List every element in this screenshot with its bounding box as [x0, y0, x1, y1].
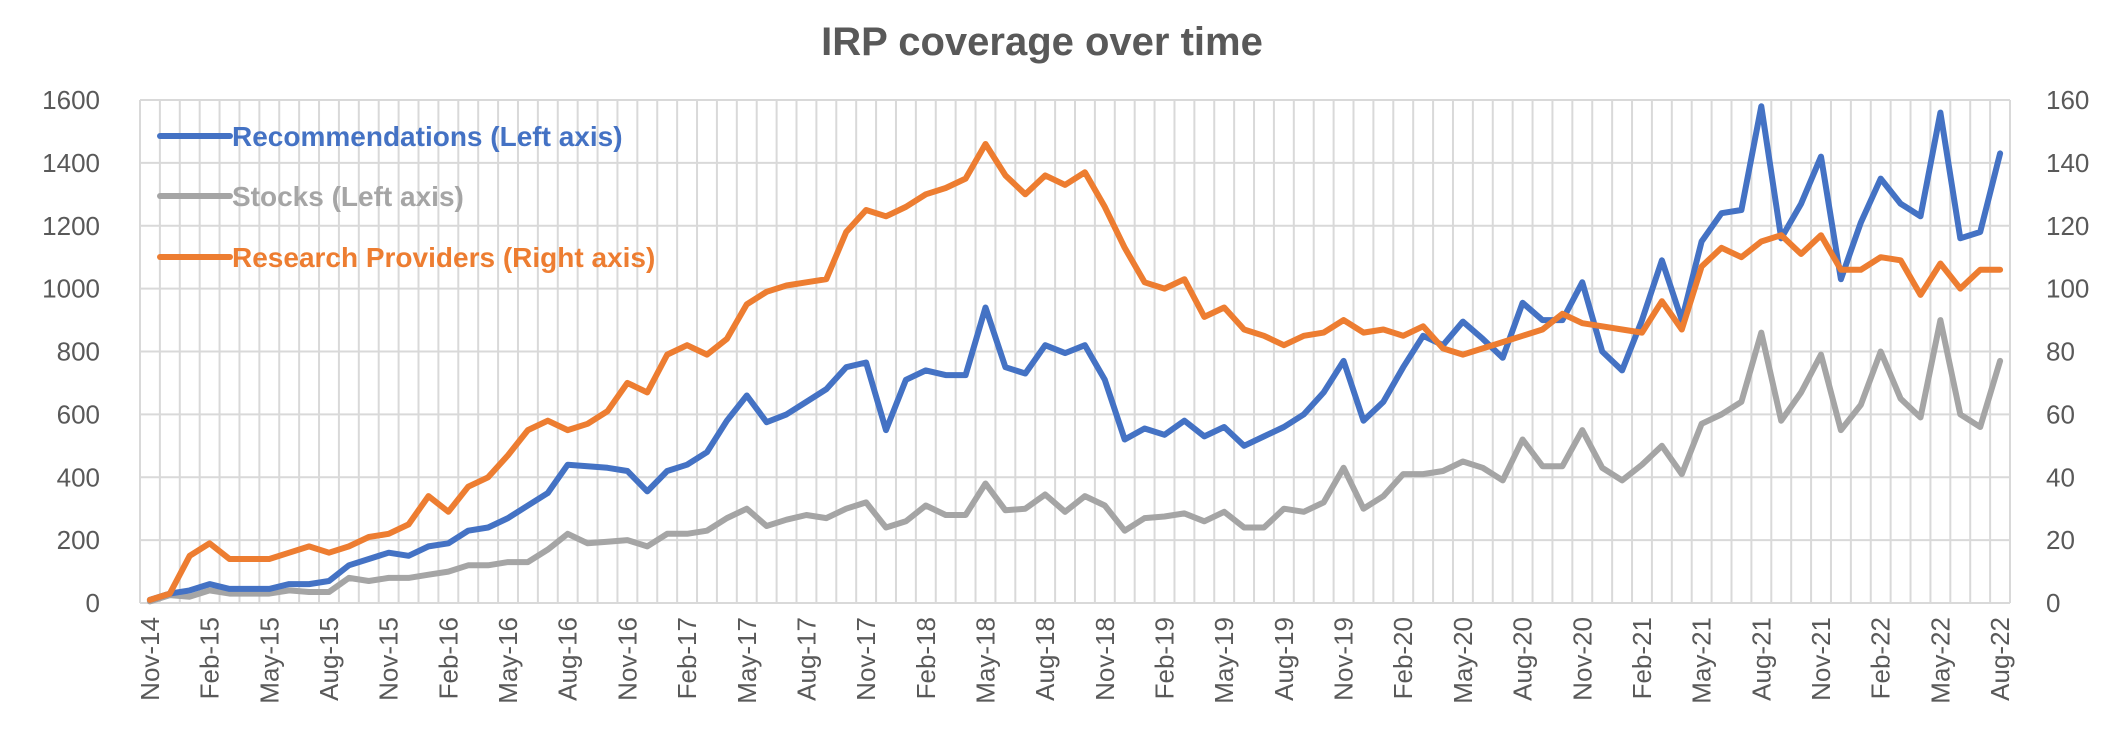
x-tick-label: Feb-18: [911, 617, 941, 699]
x-tick-label: Aug-18: [1030, 617, 1060, 701]
x-tick-label: May-16: [493, 617, 523, 704]
x-tick-label: Nov-21: [1806, 617, 1836, 701]
right-y-tick-label: 20: [2046, 525, 2075, 555]
legend-item-stocks: Stocks (Left axis): [157, 181, 464, 212]
x-tick-label: Aug-20: [1508, 617, 1538, 701]
series-line-research-providers: [146, 141, 2004, 603]
x-tick-label: Nov-17: [851, 617, 881, 701]
legend-label-stocks: Stocks (Left axis): [232, 181, 464, 212]
series-line-recommendations: [146, 103, 2004, 603]
x-tick-label: Aug-21: [1746, 617, 1776, 701]
x-axis-ticks: Nov-14 Feb-15 May-15 Aug-15 Nov-15 Feb-16 May-…: [135, 617, 2015, 704]
x-tick-label: Nov-15: [374, 617, 404, 701]
right-y-tick-label: 140: [2046, 148, 2089, 178]
left-y-tick-label: 800: [57, 337, 100, 367]
series-lines: [146, 103, 2004, 605]
legend-item-research-providers: Research Providers (Right axis): [157, 242, 655, 273]
x-tick-label: Nov-14: [135, 617, 165, 701]
x-tick-label: Feb-16: [433, 617, 463, 699]
x-tick-label: Feb-20: [1388, 617, 1418, 699]
x-tick-label: Feb-19: [1150, 617, 1180, 699]
left-axis-ticks: 0 200 400 600 800 1000 1200 1400 1600: [42, 85, 100, 618]
x-tick-label: Nov-19: [1329, 617, 1359, 701]
x-tick-label: Nov-18: [1090, 617, 1120, 701]
chart-title: IRP coverage over time: [821, 20, 1263, 64]
x-tick-label: May-15: [254, 617, 284, 704]
right-y-tick-label: 0: [2046, 588, 2060, 618]
x-tick-label: Aug-22: [1985, 617, 2015, 701]
x-tick-label: Feb-21: [1627, 617, 1657, 699]
right-y-tick-label: 60: [2046, 399, 2075, 429]
series-line-stocks: [146, 317, 2004, 605]
legend-label-research-providers: Research Providers (Right axis): [232, 242, 655, 273]
right-y-tick-label: 120: [2046, 211, 2089, 241]
x-tick-label: Feb-15: [195, 617, 225, 699]
x-tick-label: May-18: [970, 617, 1000, 704]
left-y-tick-label: 1200: [42, 211, 100, 241]
legend-label-recommendations: Recommendations (Left axis): [232, 121, 623, 152]
x-tick-label: May-20: [1448, 617, 1478, 704]
left-y-tick-label: 1600: [42, 85, 100, 115]
right-y-tick-label: 160: [2046, 85, 2089, 115]
x-tick-label: Feb-22: [1866, 617, 1896, 699]
x-tick-label: Aug-19: [1269, 617, 1299, 701]
left-y-tick-label: 1000: [42, 274, 100, 304]
right-y-tick-label: 100: [2046, 274, 2089, 304]
right-axis-ticks: 0 20 40 60 80 100 120 140 160: [2046, 85, 2089, 618]
left-y-tick-label: 200: [57, 525, 100, 555]
right-y-tick-label: 40: [2046, 462, 2075, 492]
x-tick-label: Nov-20: [1567, 617, 1597, 701]
x-tick-label: May-21: [1687, 617, 1717, 704]
x-tick-label: Aug-16: [553, 617, 583, 701]
left-y-tick-label: 600: [57, 399, 100, 429]
left-y-tick-label: 0: [86, 588, 100, 618]
x-tick-label: May-19: [1209, 617, 1239, 704]
right-y-tick-label: 80: [2046, 337, 2075, 367]
legend-item-recommendations: Recommendations (Left axis): [157, 121, 623, 152]
x-tick-label: Aug-15: [314, 617, 344, 701]
x-tick-label: Feb-17: [672, 617, 702, 699]
left-y-tick-label: 400: [57, 462, 100, 492]
x-tick-label: Nov-16: [612, 617, 642, 701]
legend: Recommendations (Left axis) Stocks (Left…: [157, 121, 655, 273]
x-tick-label: May-22: [1925, 617, 1955, 704]
x-tick-label: Aug-17: [791, 617, 821, 701]
grid: [139, 99, 2011, 604]
x-tick-label: May-17: [732, 617, 762, 704]
left-y-tick-label: 1400: [42, 148, 100, 178]
